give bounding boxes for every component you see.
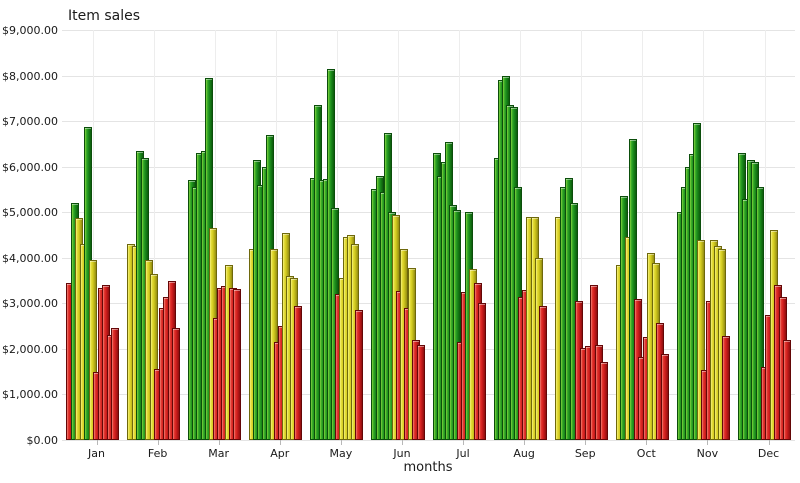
y-axis-tick-label: $4,000.00 — [2, 251, 58, 265]
y-axis-tick-label: $3,000.00 — [2, 297, 58, 311]
category-separator-line — [764, 30, 766, 440]
category-separator-line — [703, 30, 705, 440]
red-series-bar — [172, 328, 181, 440]
red-series-bar — [233, 288, 242, 440]
y-gridline — [62, 394, 795, 396]
y-gridline — [62, 440, 795, 441]
y-gridline — [62, 257, 795, 259]
red-series-bar — [111, 328, 120, 440]
x-axis-month-label: Mar — [208, 447, 230, 460]
red-series-bar — [538, 305, 547, 440]
y-gridline — [62, 121, 795, 123]
x-axis-month-label: Jan — [88, 447, 105, 460]
x-axis-month-label: Sep — [574, 447, 596, 460]
x-axis-month-label: Jun — [393, 447, 411, 460]
y-gridline — [62, 75, 795, 77]
red-series-bar — [294, 305, 303, 440]
x-axis-tick — [524, 440, 526, 445]
x-axis-month-label: Jul — [456, 447, 470, 460]
y-axis-tick-label: $5,000.00 — [2, 206, 58, 220]
x-axis-tick — [768, 440, 770, 445]
x-axis-month-label: Feb — [147, 447, 168, 460]
x-axis-tick — [157, 440, 159, 445]
red-series-bar — [477, 303, 486, 440]
x-axis-month-label: Dec — [757, 447, 780, 460]
category-separator-line — [92, 30, 94, 440]
y-gridline — [62, 212, 795, 214]
red-series-bar — [599, 361, 608, 440]
y-axis-tick-label: $6,000.00 — [2, 160, 58, 174]
category-separator-line — [153, 30, 155, 440]
x-axis-tick — [340, 440, 342, 445]
x-axis-tick — [402, 440, 403, 445]
y-gridline — [62, 348, 795, 350]
x-axis-month-label: Apr — [270, 447, 290, 460]
x-axis-month-label: Oct — [636, 447, 656, 460]
x-axis-month-label: Aug — [513, 447, 535, 460]
y-axis-tick-label: $9,000.00 — [2, 24, 58, 37]
x-axis-tick — [279, 440, 281, 445]
x-axis-tick — [218, 440, 220, 445]
x-axis-tick — [707, 440, 709, 445]
x-axis-tick — [585, 440, 587, 445]
y-axis-tick-label: $8,000.00 — [2, 69, 58, 83]
red-series-bar — [783, 339, 791, 440]
red-series-bar — [660, 353, 669, 440]
category-separator-line — [581, 30, 583, 440]
red-series-bar — [721, 335, 730, 440]
x-axis-tick — [646, 440, 648, 445]
x-axis-tick — [96, 440, 98, 445]
y-axis-tick-label: $0.00 — [26, 434, 59, 447]
red-series-bar — [416, 345, 425, 440]
category-separator-line — [642, 30, 644, 440]
x-axis-month-label: May — [329, 447, 353, 460]
y-gridline — [62, 166, 795, 168]
chart-title: Item sales — [68, 8, 140, 24]
x-axis-title: months — [403, 460, 453, 475]
x-axis-month-label: Nov — [696, 447, 719, 460]
red-series-bar — [355, 310, 364, 440]
y-axis-tick-label: $7,000.00 — [2, 115, 58, 129]
x-axis-tick — [463, 440, 464, 445]
y-axis-tick-label: $1,000.00 — [2, 388, 58, 402]
category-separator-line — [275, 30, 277, 440]
y-axis-tick-label: $2,000.00 — [2, 342, 58, 356]
y-gridline — [62, 303, 795, 305]
y-gridline — [62, 30, 795, 31]
